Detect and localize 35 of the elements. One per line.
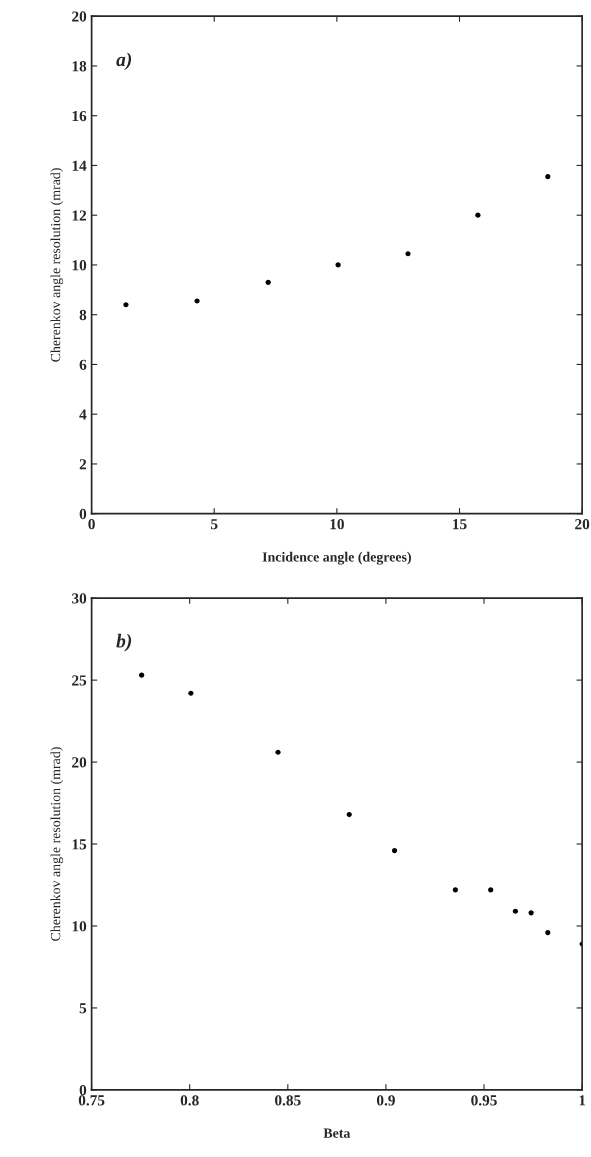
x-tick-label: 0.75: [78, 1095, 105, 1106]
y-tick-label: 6: [79, 359, 87, 370]
y-tick-label: 2: [79, 459, 87, 470]
x-tick-label: 15: [453, 519, 467, 530]
y-tick-label: 14: [72, 160, 87, 171]
x-axis-title: Incidence angle (degrees): [262, 551, 411, 565]
y-tick-label: 15: [72, 839, 87, 850]
annotation: b): [116, 633, 132, 652]
x-tick-label: 20: [575, 519, 590, 530]
y-axis-title: Cherenkov angle resolution (mrad): [50, 168, 64, 362]
y-tick-label: 8: [79, 309, 87, 321]
x-tick-label: 0.95: [471, 1095, 497, 1106]
y-tick-label: 10: [72, 921, 87, 932]
y-tick-label: 20: [72, 11, 87, 22]
y-tick-label: 18: [72, 61, 87, 72]
x-tick-label: 0: [88, 519, 95, 530]
x-tick-label: 0.9: [376, 1095, 395, 1106]
annotation: a): [116, 52, 132, 71]
y-tick-label: 4: [79, 409, 87, 420]
y-tick-label: 0: [79, 508, 87, 520]
y-tick-label: 5: [79, 1003, 87, 1014]
y-tick-label: 10: [72, 260, 87, 271]
y-tick-label: 12: [72, 210, 87, 221]
x-tick-label: 5: [211, 519, 218, 530]
y-tick-label: 0: [79, 1085, 87, 1096]
y-tick-label: 25: [72, 675, 87, 686]
y-axis-title: Cherenkov angle resolution (mrad): [50, 747, 64, 941]
x-tick-label: 10: [330, 519, 344, 530]
x-tick-label: 0.8: [180, 1095, 199, 1106]
y-tick-label: 16: [72, 110, 87, 122]
y-tick-label: 20: [72, 757, 87, 768]
x-tick-label: 0.85: [275, 1095, 301, 1106]
x-axis-title: Beta: [323, 1128, 351, 1138]
y-tick-label: 30: [72, 593, 87, 604]
x-tick-label: 1: [579, 1095, 586, 1106]
